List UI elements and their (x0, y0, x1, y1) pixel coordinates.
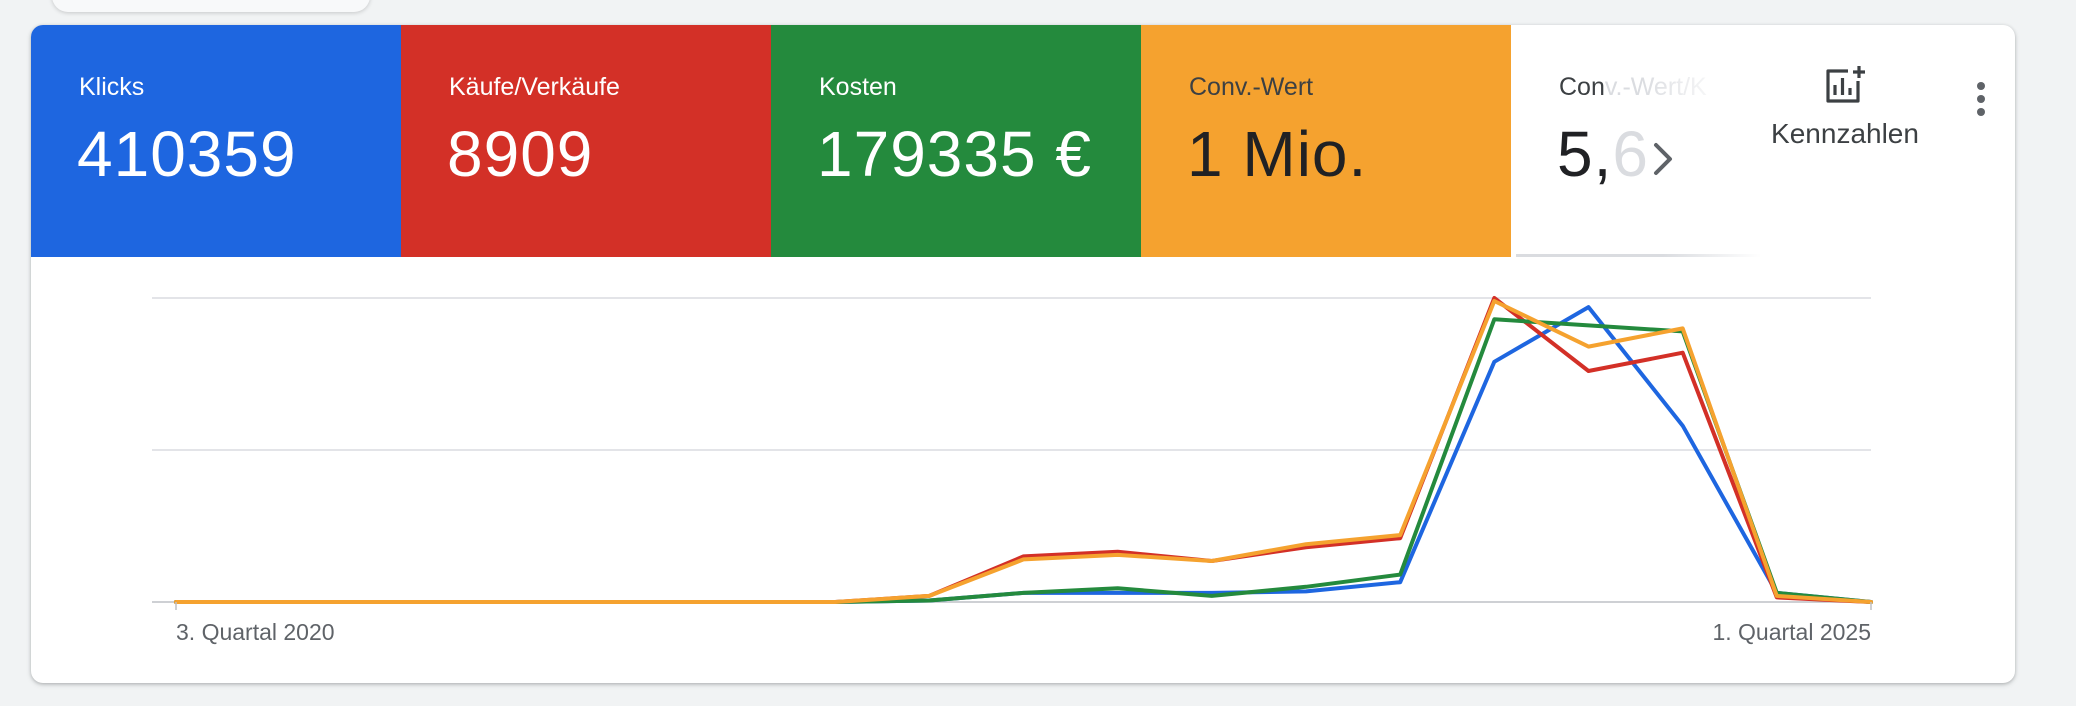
performance-line-chart: 3. Quartal 2020 1. Quartal 2025 (152, 296, 1873, 645)
x-tick-label: 3. Quartal 2020 (176, 619, 335, 645)
scorecard-label: Klicks (79, 73, 145, 101)
scorecard-row: Klicks 410359 Käufe/Verkäufe 8909 Kosten… (31, 25, 2015, 257)
metrics-label: Kennzahlen (1771, 118, 1919, 149)
scorecard-value: 179335 € (817, 118, 1092, 190)
scorecard-value-visible: 5, (1557, 118, 1613, 190)
scorecard-value: 1 Mio. (1187, 118, 1368, 190)
x-tick-label: 1. Quartal 2025 (1712, 619, 1871, 645)
scorecard-fade-overlay (1641, 25, 1761, 257)
scorecard-label-visible: Con (1559, 73, 1605, 101)
performance-card: Klicks 410359 Käufe/Verkäufe 8909 Kosten… (31, 25, 2015, 683)
scorecard-value: 8909 (447, 118, 594, 190)
chevron-right-icon[interactable] (1643, 131, 1683, 187)
scorecard-divider (1516, 254, 1761, 257)
scorecard-klicks[interactable]: Klicks 410359 (31, 25, 401, 257)
scorecard-kaeufe[interactable]: Käufe/Verkäufe 8909 (401, 25, 771, 257)
metrics-button[interactable]: Kennzahlen (1745, 65, 1945, 175)
scorecard-label: Käufe/Verkäufe (449, 73, 620, 101)
scorecard-value: 410359 (77, 118, 297, 190)
more-vert-icon[interactable] (1957, 69, 2005, 129)
scorecard-conv-wert[interactable]: Conv.-Wert 1 Mio. (1141, 25, 1511, 257)
scorecard-conv-wert-kosten[interactable]: Conv.-Wert/K 5,6 (1511, 25, 1761, 257)
top-tab-stub (52, 0, 370, 12)
scorecard-label: Conv.-Wert (1189, 73, 1314, 101)
series-line-3[interactable] (174, 299, 1873, 604)
add-chart-icon (1822, 65, 1868, 110)
scorecard-label: Kosten (819, 73, 897, 101)
scorecard-kosten[interactable]: Kosten 179335 € (771, 25, 1141, 257)
